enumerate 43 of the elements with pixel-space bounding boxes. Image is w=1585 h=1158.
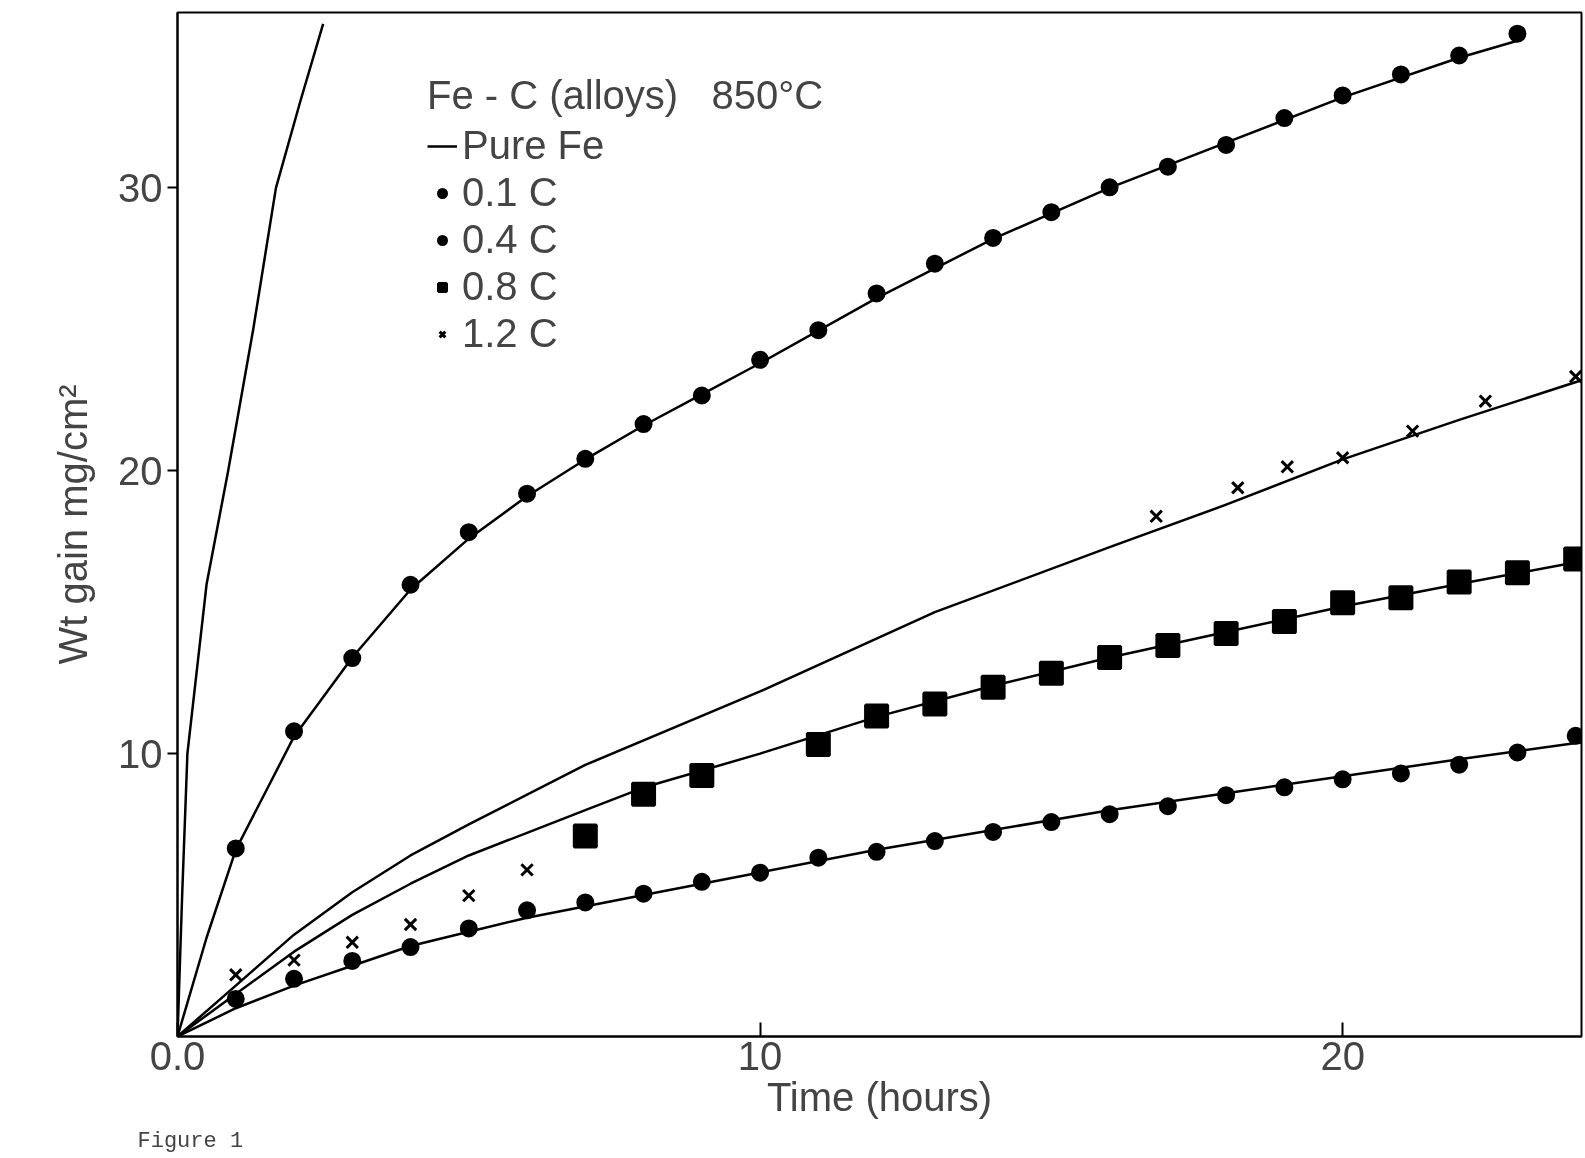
y-tick-label: 20 [118, 448, 163, 493]
point [403, 917, 418, 932]
point [864, 703, 890, 729]
y-axis-title: Wt gain mg/cm² [51, 384, 96, 665]
point [228, 967, 243, 982]
legend-label: 1.2 C [462, 311, 558, 356]
point [1155, 633, 1181, 659]
point [286, 952, 302, 968]
point [1478, 394, 1493, 409]
point [1405, 424, 1420, 439]
point [461, 888, 476, 903]
point [345, 935, 360, 950]
point [519, 862, 535, 878]
point [518, 901, 537, 920]
legend-label: 0.1 C [462, 170, 558, 215]
caption: Figure 1 [137, 1128, 244, 1154]
point [1335, 450, 1350, 465]
point [1508, 24, 1527, 43]
y-tick-label: 10 [118, 731, 163, 776]
point [805, 732, 831, 758]
legend-label: Pure Fe [462, 123, 605, 168]
x-tick-label: 0.0 [149, 1033, 206, 1078]
point [922, 691, 948, 717]
x-tick-label: 20 [1320, 1033, 1365, 1078]
point [1230, 480, 1245, 495]
point [689, 762, 715, 788]
point [1504, 560, 1530, 586]
legend-label: 0.8 C [462, 264, 558, 309]
legend-title: Fe - C (alloys) 850°C [427, 73, 824, 118]
point [1038, 660, 1064, 686]
point [1149, 509, 1164, 524]
point [631, 781, 657, 807]
point [572, 823, 598, 849]
legend-label: 0.4 C [462, 217, 558, 262]
point [1280, 459, 1295, 474]
point [1271, 609, 1297, 635]
point [980, 674, 1006, 700]
point [1388, 585, 1414, 611]
point [1446, 569, 1472, 595]
point [1097, 644, 1123, 670]
point [1213, 620, 1239, 646]
point [1330, 590, 1356, 616]
y-tick-label: 30 [118, 165, 163, 210]
